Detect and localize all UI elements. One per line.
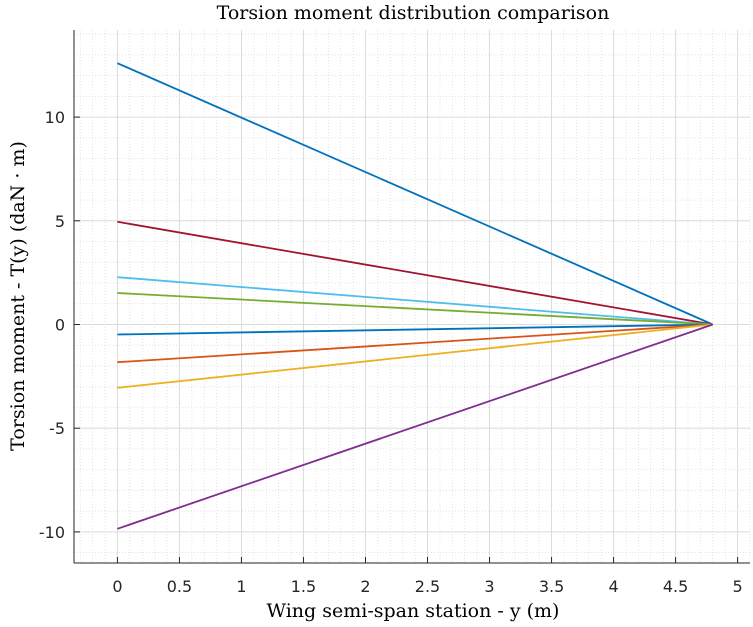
x-tick-label: 4 xyxy=(608,577,618,596)
x-tick-label: 1 xyxy=(236,577,246,596)
y-axis-label: Torsion moment - T(y) (daN · m) xyxy=(7,141,29,451)
x-tick-label: 3 xyxy=(484,577,494,596)
x-tick-label: 4.5 xyxy=(663,577,688,596)
x-tick-label: 2 xyxy=(360,577,370,596)
series-line-4 xyxy=(117,292,713,326)
series-line-2 xyxy=(117,220,713,326)
x-axis-label: Wing semi-span station - y (m) xyxy=(267,600,560,622)
tick-labels: 0 0.5 1 1.5 2 2.5 3 3.5 4 4.5 5 -10 -5 0 5 10 xyxy=(39,108,743,596)
series-line-8 xyxy=(117,323,714,530)
y-tick-label: -10 xyxy=(39,523,65,542)
y-tick-label: 10 xyxy=(45,108,65,127)
x-tick-label: 0.5 xyxy=(167,577,192,596)
y-tick-label: -5 xyxy=(49,419,65,438)
series-line-3 xyxy=(117,276,713,326)
x-tick-label: 5 xyxy=(733,577,743,596)
chart-title: Torsion moment distribution comparison xyxy=(217,2,610,24)
x-tick-label: 2.5 xyxy=(415,577,440,596)
y-tick-label: 5 xyxy=(55,212,65,231)
series-layer xyxy=(117,62,714,530)
series-line-7 xyxy=(117,323,713,389)
series-line-1 xyxy=(117,62,714,326)
series-line-6 xyxy=(117,323,713,364)
y-tick-label: 0 xyxy=(55,315,65,334)
axes xyxy=(73,30,750,564)
x-tick-label: 1.5 xyxy=(291,577,316,596)
x-tick-label: 3.5 xyxy=(539,577,564,596)
series-line-5 xyxy=(117,323,713,336)
x-tick-label: 0 xyxy=(112,577,122,596)
